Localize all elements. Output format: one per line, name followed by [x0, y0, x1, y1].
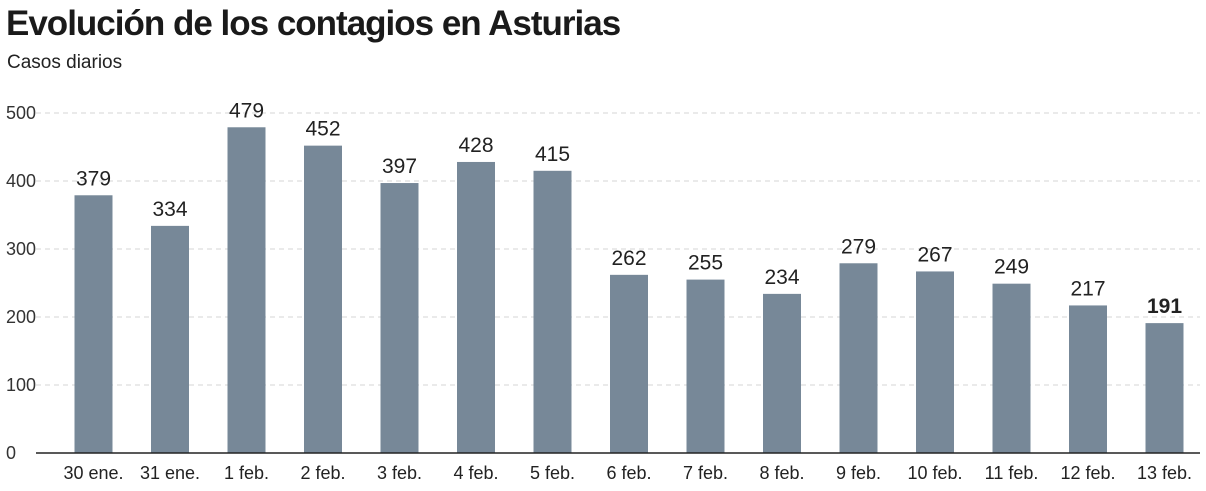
bar	[1145, 323, 1184, 453]
y-tick-label: 400	[6, 171, 36, 191]
x-tick-label: 8 feb.	[759, 463, 804, 483]
bar-value-label: 415	[535, 143, 570, 166]
bar-value-label: 452	[305, 118, 340, 141]
bar-value-label: 397	[382, 155, 417, 178]
bar-value-label: 217	[1070, 277, 1105, 300]
x-tick-label: 5 feb.	[530, 463, 575, 483]
chart-title: Evolución de los contagios en Asturias	[6, 4, 621, 43]
bar	[763, 293, 801, 453]
y-tick-label: 200	[6, 307, 36, 327]
x-tick-label: 12 feb.	[1060, 463, 1115, 483]
x-tick-label: 2 feb.	[300, 463, 345, 483]
value-labels: 379 334 479 452 397 428 415 262 255 234 279 267 249 2…	[76, 99, 1182, 318]
bar	[457, 161, 495, 453]
bar-value-label: 334	[152, 198, 187, 221]
y-tick-label: 300	[6, 239, 36, 259]
bar-value-label: 234	[764, 266, 799, 289]
x-tick-label: 1 feb.	[224, 463, 269, 483]
bar	[151, 225, 189, 453]
bar-value-label: 249	[994, 256, 1029, 279]
x-tick-label: 10 feb.	[907, 463, 962, 483]
bar-value-label: 428	[458, 134, 493, 157]
x-tick-label: 11 feb.	[985, 463, 1039, 483]
bar-value-label: 479	[229, 99, 264, 122]
bars	[74, 127, 1184, 454]
x-axis-labels: 30 ene. 31 ene. 1 feb. 2 feb. 3 feb. 4 feb. 5 …	[63, 463, 1192, 483]
bar-value-label: 279	[841, 235, 876, 258]
bar-value-label: 262	[611, 247, 646, 270]
bar	[380, 183, 419, 454]
x-tick-label: 13 feb.	[1137, 463, 1192, 483]
bar-value-label: 255	[688, 252, 723, 275]
y-tick-label: 100	[6, 375, 36, 395]
bar-value-label: 191	[1147, 295, 1182, 318]
bar-value-label: 379	[76, 167, 111, 190]
bar	[227, 127, 266, 453]
y-tick-label: 0	[6, 443, 16, 463]
bar	[839, 263, 878, 453]
bar	[686, 279, 725, 453]
bar	[916, 271, 954, 453]
y-axis-ticks: 0 100 200 300 400 500	[6, 103, 36, 463]
x-tick-label: 6 feb.	[606, 463, 651, 483]
bar	[610, 274, 648, 453]
x-tick-label: 7 feb.	[683, 463, 728, 483]
x-tick-label: 3 feb.	[377, 463, 422, 483]
bar	[533, 170, 572, 454]
x-tick-label: 9 feb.	[836, 463, 881, 483]
bar	[1069, 305, 1107, 453]
bar	[992, 283, 1031, 453]
bar	[304, 145, 342, 453]
x-tick-label: 31 ene.	[140, 463, 200, 483]
bar-value-label: 267	[917, 243, 952, 266]
bar	[74, 195, 113, 453]
x-tick-label: 30 ene.	[63, 463, 123, 483]
chart-subtitle: Casos diarios	[7, 52, 123, 73]
y-tick-label: 500	[6, 103, 36, 123]
x-tick-label: 4 feb.	[453, 463, 498, 483]
